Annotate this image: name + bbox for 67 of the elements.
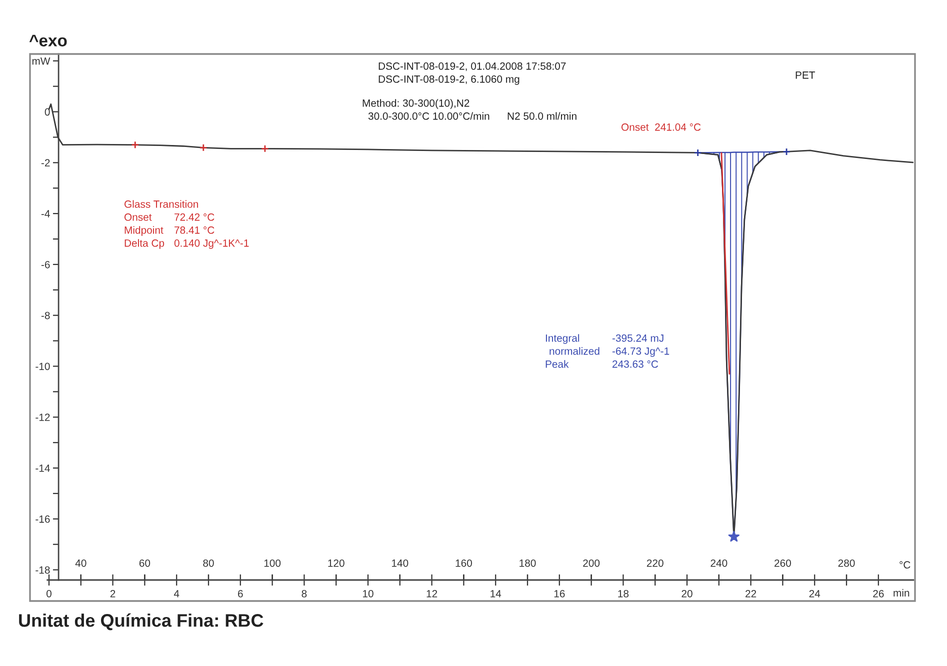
annotation: Peak [546, 360, 569, 368]
x2-tick-label: 140 [392, 559, 408, 567]
point [728, 530, 740, 542]
y-tick-label: -18 [36, 566, 50, 574]
point [199, 144, 208, 152]
x2-axis-title: °C [900, 561, 910, 569]
x2-tick-label: 200 [583, 559, 600, 567]
annotation: 78.41 °C [174, 226, 214, 234]
x-tick-label: 10 [363, 590, 374, 598]
x2-tick-label: 80 [203, 559, 214, 567]
annotation: -64.73 Jg^-1 [612, 347, 670, 357]
x2-tick-label: 180 [520, 559, 536, 567]
x-tick-label: 8 [302, 590, 307, 598]
annotation: 30.0-300.0°C 10.00°C/min [368, 112, 490, 120]
x-axis-title: min [894, 588, 910, 596]
point [261, 144, 269, 153]
annotation: normalized [550, 347, 600, 355]
annotation: Method: 30-300(10),N2 [362, 99, 470, 109]
x-tick-label: 16 [554, 590, 565, 598]
x2-tick-label: 280 [838, 559, 855, 567]
x2-tick-label: 160 [456, 559, 472, 567]
x2-tick-label: 40 [75, 559, 86, 567]
annotation: Onset 241.04 °C [621, 123, 701, 131]
x-tick-label: 4 [174, 590, 180, 598]
x2-tick-label: 100 [264, 559, 281, 567]
x-tick-label: 20 [682, 590, 692, 598]
y-tick-label: -8 [41, 312, 50, 320]
annotation: DSC-INT-08-019-2, 01.04.2008 17:58:07 [378, 62, 566, 72]
x-tick-label: 26 [873, 590, 884, 598]
annotation: Integral [546, 334, 580, 344]
annotation: 72.42 °C [174, 213, 214, 221]
text: ^exo [29, 34, 67, 46]
y-tick-label: -4 [41, 210, 50, 218]
y-tick-label: -16 [36, 515, 50, 523]
y-tick-label: 0 [44, 108, 50, 116]
x-tick-label: 2 [110, 590, 116, 598]
x2-tick-label: 260 [774, 559, 791, 567]
annotation: 243.63 °C [612, 360, 658, 368]
x2-tick-label: 60 [139, 559, 150, 567]
x-tick-label: 12 [426, 590, 438, 598]
y-tick-label: -2 [41, 159, 50, 166]
point [782, 148, 790, 156]
y-tick-label: -10 [36, 362, 50, 370]
x2-tick-label: 120 [328, 559, 344, 567]
annotation: Onset [124, 213, 152, 221]
x-tick-label: 24 [809, 590, 820, 598]
annotation: DSC-INT-08-019-2, 6.1060 mg [378, 75, 520, 85]
point [694, 148, 702, 157]
annotation: N2 50.0 ml/min [508, 112, 576, 120]
annotation: -395.24 mJ [612, 334, 664, 342]
annotation: Midpoint [124, 226, 164, 236]
y-tick-label: mW [32, 57, 50, 65]
annotation: Delta Cp [124, 239, 164, 249]
point [131, 140, 140, 149]
annotation: PET [796, 72, 816, 79]
text: Unitat de Química Fina: RBC [19, 613, 264, 630]
x-tick-label: 18 [618, 590, 629, 598]
x-tick-label: 6 [238, 590, 243, 598]
annotation: 0.140 Jg^-1K^-1 [174, 239, 249, 249]
x2-tick-label: 220 [646, 559, 664, 567]
x-tick-label: 22 [746, 590, 756, 598]
annotation: Glass Transition [124, 200, 198, 208]
y-tick-label: -6 [41, 260, 50, 268]
y-tick-label: -12 [36, 414, 50, 421]
y-tick-label: -14 [36, 464, 50, 472]
x2-tick-label: 240 [710, 559, 728, 567]
x-tick-label: 14 [490, 590, 502, 598]
